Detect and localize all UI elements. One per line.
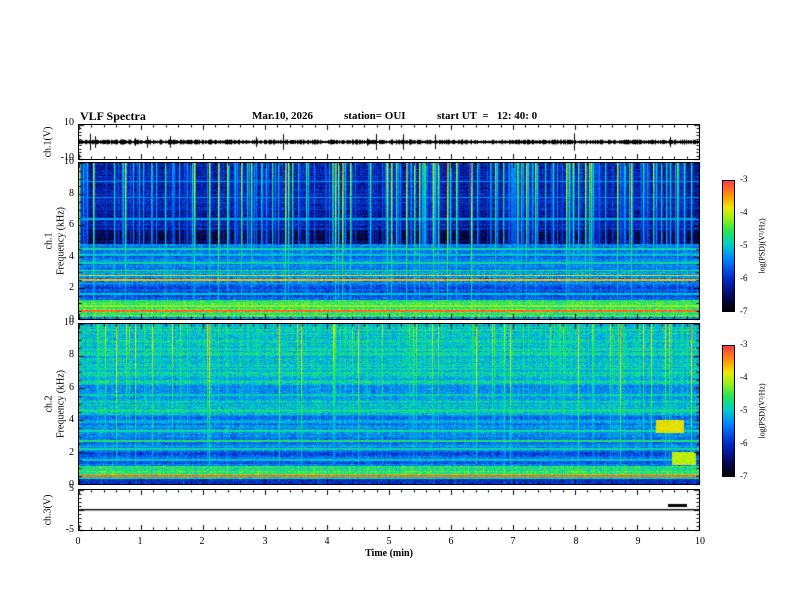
x-tick: 8 <box>573 536 579 547</box>
colorbar-ch1-canvas <box>723 181 734 311</box>
ch1-spec-ytick: 4 <box>69 251 74 262</box>
ch3-ytick: 5 <box>69 483 74 494</box>
ch2-frequency-axis-label: ch.2 Frequency (kHz) <box>44 370 67 438</box>
ch2-spec-ytick: 6 <box>69 382 74 393</box>
ch1-waveform-panel <box>78 124 700 160</box>
ch2-spec-ytick: 2 <box>69 447 74 458</box>
ch1-spec-ytick: 6 <box>69 219 74 230</box>
colorbar2-tick: -3 <box>740 339 748 349</box>
ch3-line-panel <box>78 489 700 531</box>
ch1-frequency-axis-label: ch.1 Frequency (kHz) <box>44 207 67 275</box>
ch3-voltage-axis-label: ch.3(V) <box>42 494 54 526</box>
x-tick: 3 <box>262 536 268 547</box>
ch2-spec-ytick: 10 <box>64 317 74 328</box>
colorbar1-tick: -5 <box>740 240 748 250</box>
colorbar-ch2 <box>722 345 735 477</box>
ch3-line-canvas <box>79 490 699 530</box>
colorbar2-tick: -6 <box>740 438 748 448</box>
ch2-spec-ytick: 4 <box>69 414 74 425</box>
x-tick: 9 <box>635 536 641 547</box>
start-time-label: start UT = 12: 40: 0 <box>437 110 538 122</box>
colorbar1-tick: -4 <box>740 207 748 217</box>
x-tick: 4 <box>324 536 330 547</box>
ch2-frequency-axis-label-line1: ch.2 <box>43 395 55 413</box>
colorbar1-tick: -3 <box>740 174 748 184</box>
ch1-spectrogram-panel <box>78 162 700 320</box>
colorbar2-tick: -4 <box>740 372 748 382</box>
ch2-frequency-axis-label-line2: Frequency (kHz) <box>55 369 66 439</box>
ch1-spec-ytick: 2 <box>69 282 74 293</box>
x-tick: 6 <box>448 536 454 547</box>
ch1-spec-ytick: 10 <box>64 156 74 167</box>
ch2-spectrogram-canvas <box>79 324 699 484</box>
colorbar-ch2-canvas <box>723 346 734 476</box>
x-tick: 0 <box>75 536 81 547</box>
colorbar1-tick: -7 <box>740 306 748 316</box>
ch2-spectrogram-panel <box>78 323 700 485</box>
colorbar2-tick: -5 <box>740 405 748 415</box>
x-tick: 2 <box>199 536 205 547</box>
figure-title: VLF Spectra <box>80 109 146 123</box>
ch3-ytick: -5 <box>65 524 74 535</box>
ch2-spec-ytick: 8 <box>69 349 74 360</box>
date-label: Mar.10, 2026 <box>252 110 314 122</box>
ch1-spec-ytick: 8 <box>69 188 74 199</box>
colorbar-ch2-axis-label: log(PSD)(V²/Hz) <box>757 383 767 439</box>
ch1-waveform-ytick: 10 <box>64 117 74 128</box>
ch1-frequency-axis-label-line2: Frequency (kHz) <box>55 206 66 276</box>
ch1-frequency-axis-label-line1: ch.1 <box>43 232 55 250</box>
x-tick: 10 <box>695 536 705 547</box>
station-label: station= OUI <box>344 110 406 122</box>
time-axis-label: Time (min) <box>365 548 413 559</box>
ch1-waveform-canvas <box>79 125 699 159</box>
x-tick: 5 <box>386 536 392 547</box>
ch1-spectrogram-canvas <box>79 163 699 319</box>
x-tick: 7 <box>510 536 516 547</box>
ch1-voltage-axis-label: ch.1(V) <box>42 126 54 158</box>
x-tick: 1 <box>137 536 143 547</box>
colorbar-ch1-axis-label: log(PSD)(V²/Hz) <box>757 218 767 274</box>
colorbar2-tick: -7 <box>740 471 748 481</box>
colorbar1-tick: -6 <box>740 273 748 283</box>
colorbar-ch1 <box>722 180 735 312</box>
